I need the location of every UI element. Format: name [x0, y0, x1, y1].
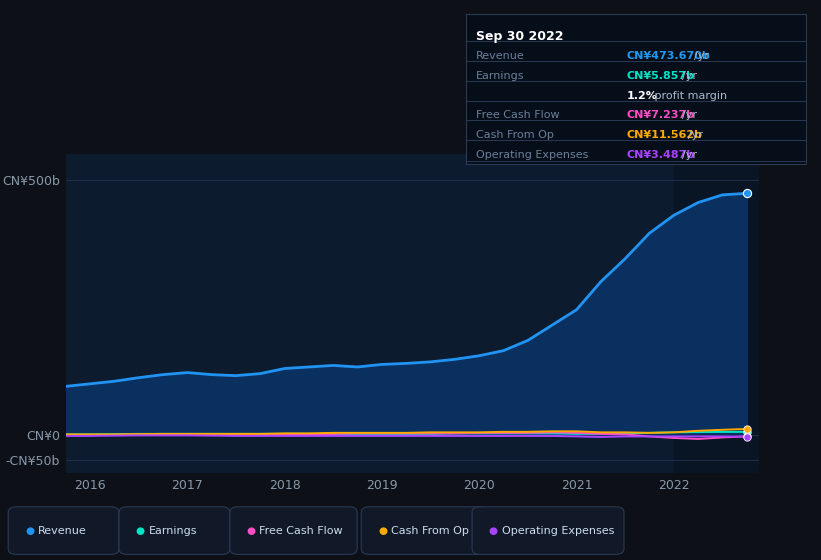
Point: [741, 432, 754, 441]
Text: /yr: /yr: [681, 150, 697, 160]
Text: Sep 30 2022: Sep 30 2022: [476, 30, 564, 43]
Text: CN¥11.562b: CN¥11.562b: [626, 130, 703, 141]
Text: profit margin: profit margin: [651, 91, 727, 101]
Text: CN¥473.670b: CN¥473.670b: [626, 51, 710, 61]
Text: ●: ●: [489, 526, 498, 535]
Text: Cash From Op: Cash From Op: [391, 526, 469, 535]
Text: Cash From Op: Cash From Op: [476, 130, 554, 141]
Text: Operating Expenses: Operating Expenses: [476, 150, 589, 160]
Text: /yr: /yr: [681, 110, 697, 120]
Text: ●: ●: [25, 526, 34, 535]
Text: ●: ●: [378, 526, 387, 535]
Text: Revenue: Revenue: [38, 526, 86, 535]
Text: Earnings: Earnings: [476, 71, 525, 81]
Text: CN¥3.487b: CN¥3.487b: [626, 150, 695, 160]
Text: /yr: /yr: [695, 51, 709, 61]
Text: 1.2%: 1.2%: [626, 91, 658, 101]
Point: [741, 432, 754, 441]
Bar: [674, 154, 759, 473]
Text: /yr: /yr: [688, 130, 703, 141]
Text: CN¥5.857b: CN¥5.857b: [626, 71, 695, 81]
Point: [741, 189, 754, 198]
Text: Free Cash Flow: Free Cash Flow: [476, 110, 560, 120]
Point: [741, 427, 754, 436]
Text: Earnings: Earnings: [149, 526, 197, 535]
Point: [741, 424, 754, 433]
Text: Revenue: Revenue: [476, 51, 525, 61]
Text: /yr: /yr: [681, 71, 697, 81]
Text: ●: ●: [247, 526, 255, 535]
Text: Free Cash Flow: Free Cash Flow: [259, 526, 343, 535]
Text: ●: ●: [136, 526, 144, 535]
Text: Operating Expenses: Operating Expenses: [502, 526, 614, 535]
Text: CN¥7.237b: CN¥7.237b: [626, 110, 695, 120]
